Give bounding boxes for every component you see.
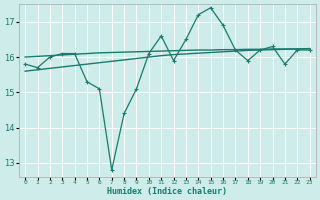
X-axis label: Humidex (Indice chaleur): Humidex (Indice chaleur): [108, 187, 228, 196]
